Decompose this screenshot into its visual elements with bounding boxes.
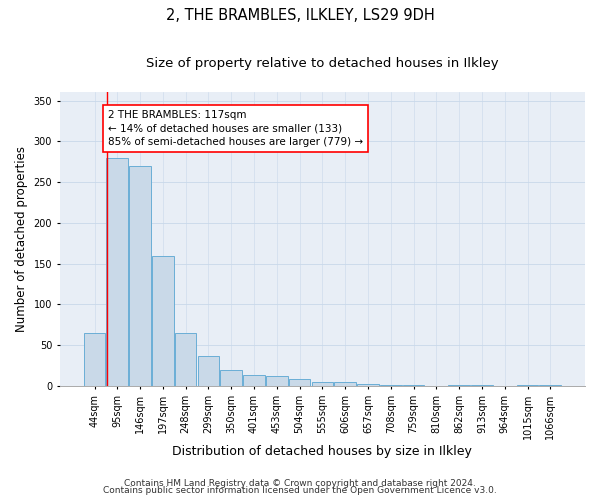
Bar bbox=[175, 333, 196, 386]
Bar bbox=[471, 385, 493, 386]
Bar bbox=[539, 385, 561, 386]
Bar bbox=[220, 370, 242, 386]
Bar bbox=[357, 384, 379, 386]
Bar bbox=[152, 256, 174, 386]
Text: Contains public sector information licensed under the Open Government Licence v3: Contains public sector information licen… bbox=[103, 486, 497, 495]
Bar bbox=[380, 385, 401, 386]
Text: 2, THE BRAMBLES, ILKLEY, LS29 9DH: 2, THE BRAMBLES, ILKLEY, LS29 9DH bbox=[166, 8, 434, 22]
Bar bbox=[311, 382, 333, 386]
Bar bbox=[289, 380, 310, 386]
Bar bbox=[83, 333, 106, 386]
Bar bbox=[403, 385, 424, 386]
Bar bbox=[334, 382, 356, 386]
Text: 2 THE BRAMBLES: 117sqm
← 14% of detached houses are smaller (133)
85% of semi-de: 2 THE BRAMBLES: 117sqm ← 14% of detached… bbox=[108, 110, 363, 147]
Bar bbox=[517, 385, 538, 386]
Bar bbox=[197, 356, 219, 386]
Bar bbox=[266, 376, 287, 386]
X-axis label: Distribution of detached houses by size in Ilkley: Distribution of detached houses by size … bbox=[172, 444, 472, 458]
Bar bbox=[106, 158, 128, 386]
Title: Size of property relative to detached houses in Ilkley: Size of property relative to detached ho… bbox=[146, 58, 499, 70]
Y-axis label: Number of detached properties: Number of detached properties bbox=[15, 146, 28, 332]
Text: Contains HM Land Registry data © Crown copyright and database right 2024.: Contains HM Land Registry data © Crown c… bbox=[124, 478, 476, 488]
Bar bbox=[243, 376, 265, 386]
Bar bbox=[129, 166, 151, 386]
Bar bbox=[448, 385, 470, 386]
